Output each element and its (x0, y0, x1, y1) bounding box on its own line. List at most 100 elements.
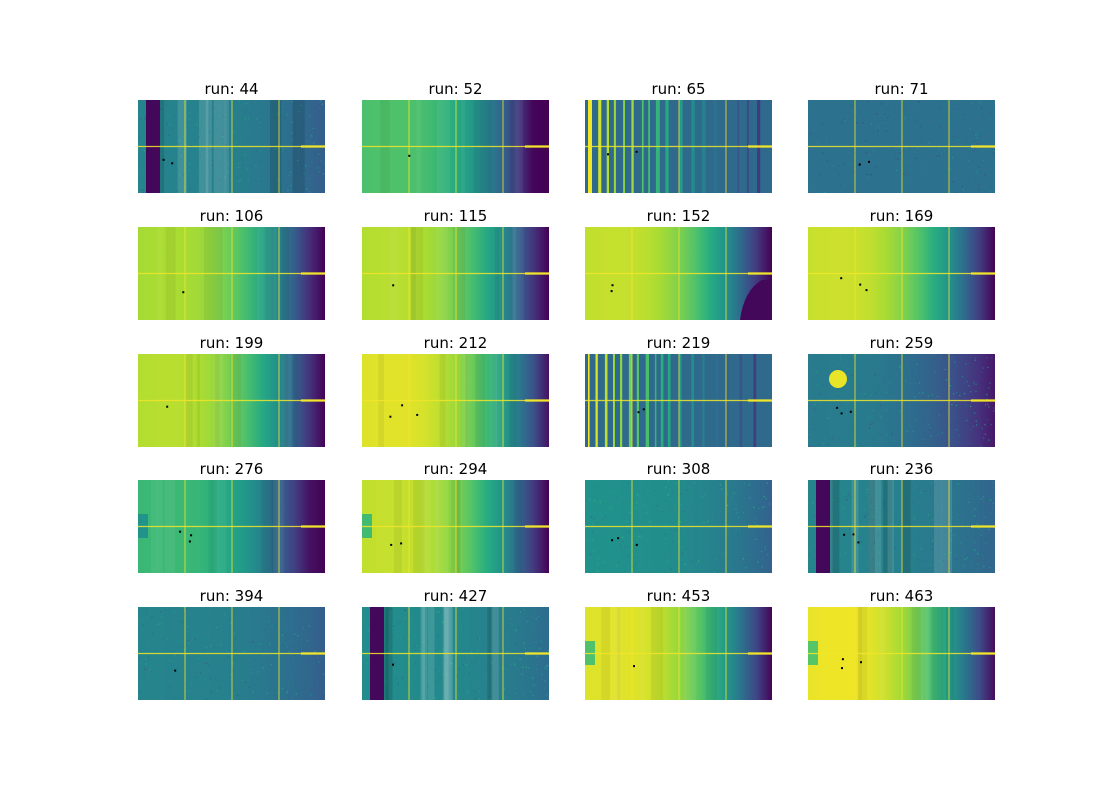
panel: run: 463 (808, 586, 995, 700)
noise-pixel (946, 446, 949, 447)
noise-pixel (210, 645, 212, 647)
noise-pixel (672, 490, 674, 492)
noise-pixel (196, 611, 198, 613)
noise-pixel (180, 155, 182, 157)
noise-pixel (993, 410, 995, 412)
noise-pixel (920, 548, 922, 550)
noise-pixel (444, 624, 446, 626)
noise-pixel (286, 692, 288, 694)
noise-pixel (473, 691, 475, 693)
noise-pixel (206, 609, 208, 611)
noise-pixel (761, 566, 763, 568)
noise-pixel (407, 691, 409, 693)
noise-pixel (713, 571, 716, 573)
dead-pixel (182, 291, 185, 294)
noise-pixel (861, 122, 864, 124)
noise-pixel (431, 628, 433, 630)
noise-pixel (288, 695, 290, 697)
noise-pixel (940, 416, 942, 418)
noise-pixel (175, 161, 178, 163)
noise-pixel (210, 153, 212, 155)
noise-pixel (419, 697, 421, 699)
noise-pixel (974, 552, 976, 554)
noise-pixel (534, 640, 537, 642)
noise-pixel (241, 679, 243, 681)
noise-pixel (521, 673, 523, 675)
noise-pixel (251, 647, 253, 649)
noise-pixel (976, 568, 979, 570)
noise-pixel (954, 361, 956, 363)
detector-image (808, 227, 995, 320)
noise-pixel (507, 634, 510, 636)
dead-pixel (843, 533, 846, 536)
noise-pixel (908, 496, 910, 498)
noise-pixel (892, 354, 894, 357)
noise-pixel (902, 571, 904, 573)
noise-pixel (843, 360, 845, 362)
noise-pixel (955, 192, 957, 193)
noise-pixel (282, 644, 284, 646)
noise-pixel (188, 642, 190, 644)
noise-pixel (885, 122, 887, 124)
noise-pixel (200, 128, 202, 130)
noise-pixel (292, 626, 295, 628)
noise-pixel (636, 508, 638, 510)
noise-pixel (178, 144, 180, 146)
noise-pixel (677, 522, 679, 525)
noise-pixel (275, 662, 277, 664)
noise-pixel (403, 637, 405, 639)
noise-pixel (666, 527, 668, 529)
noise-pixel (966, 381, 968, 383)
noise-pixel (477, 649, 479, 651)
noise-pixel (397, 623, 399, 625)
noise-pixel (507, 651, 509, 653)
noise-pixel (140, 650, 142, 652)
noise-pixel (829, 533, 831, 535)
noise-pixel (973, 150, 975, 152)
noise-pixel (731, 497, 733, 499)
noise-pixel (909, 383, 911, 385)
noise-pixel (251, 613, 253, 615)
noise-pixel (871, 497, 873, 499)
noise-pixel (885, 391, 887, 393)
noise-pixel (990, 512, 993, 514)
noise-pixel (968, 130, 970, 132)
noise-pixel (983, 139, 985, 141)
noise-pixel (842, 517, 844, 520)
noise-pixel (885, 481, 888, 483)
noise-pixel (938, 155, 940, 157)
noise-pixel (367, 663, 369, 665)
noise-pixel (945, 377, 947, 379)
panel: run: 259 (808, 333, 995, 447)
noise-pixel (220, 644, 222, 646)
noise-pixel (267, 185, 269, 187)
noise-pixel (244, 118, 246, 120)
noise-pixel (397, 685, 399, 687)
noise-pixel (262, 667, 264, 669)
noise-pixel (178, 173, 180, 175)
noise-pixel (203, 127, 205, 129)
noise-pixel (530, 647, 532, 649)
noise-pixel (195, 671, 197, 674)
noise-pixel (313, 142, 315, 144)
noise-pixel (920, 158, 922, 160)
noise-pixel (953, 417, 955, 419)
noise-pixel (920, 129, 922, 131)
noise-pixel (831, 516, 833, 519)
dead-pixel (392, 284, 395, 287)
panel-title: run: 219 (646, 334, 711, 352)
noise-pixel (853, 152, 855, 154)
noise-pixel (524, 609, 526, 611)
noise-pixel (513, 696, 515, 698)
noise-pixel (313, 608, 315, 610)
noise-pixel (721, 521, 723, 523)
noise-pixel (749, 563, 751, 565)
noise-pixel (959, 180, 961, 182)
noise-pixel (651, 545, 653, 547)
noise-pixel (261, 612, 263, 614)
noise-pixel (853, 422, 855, 424)
noise-pixel (866, 488, 868, 490)
noise-pixel (186, 626, 189, 628)
noise-pixel (236, 104, 238, 106)
noise-pixel (963, 483, 965, 485)
